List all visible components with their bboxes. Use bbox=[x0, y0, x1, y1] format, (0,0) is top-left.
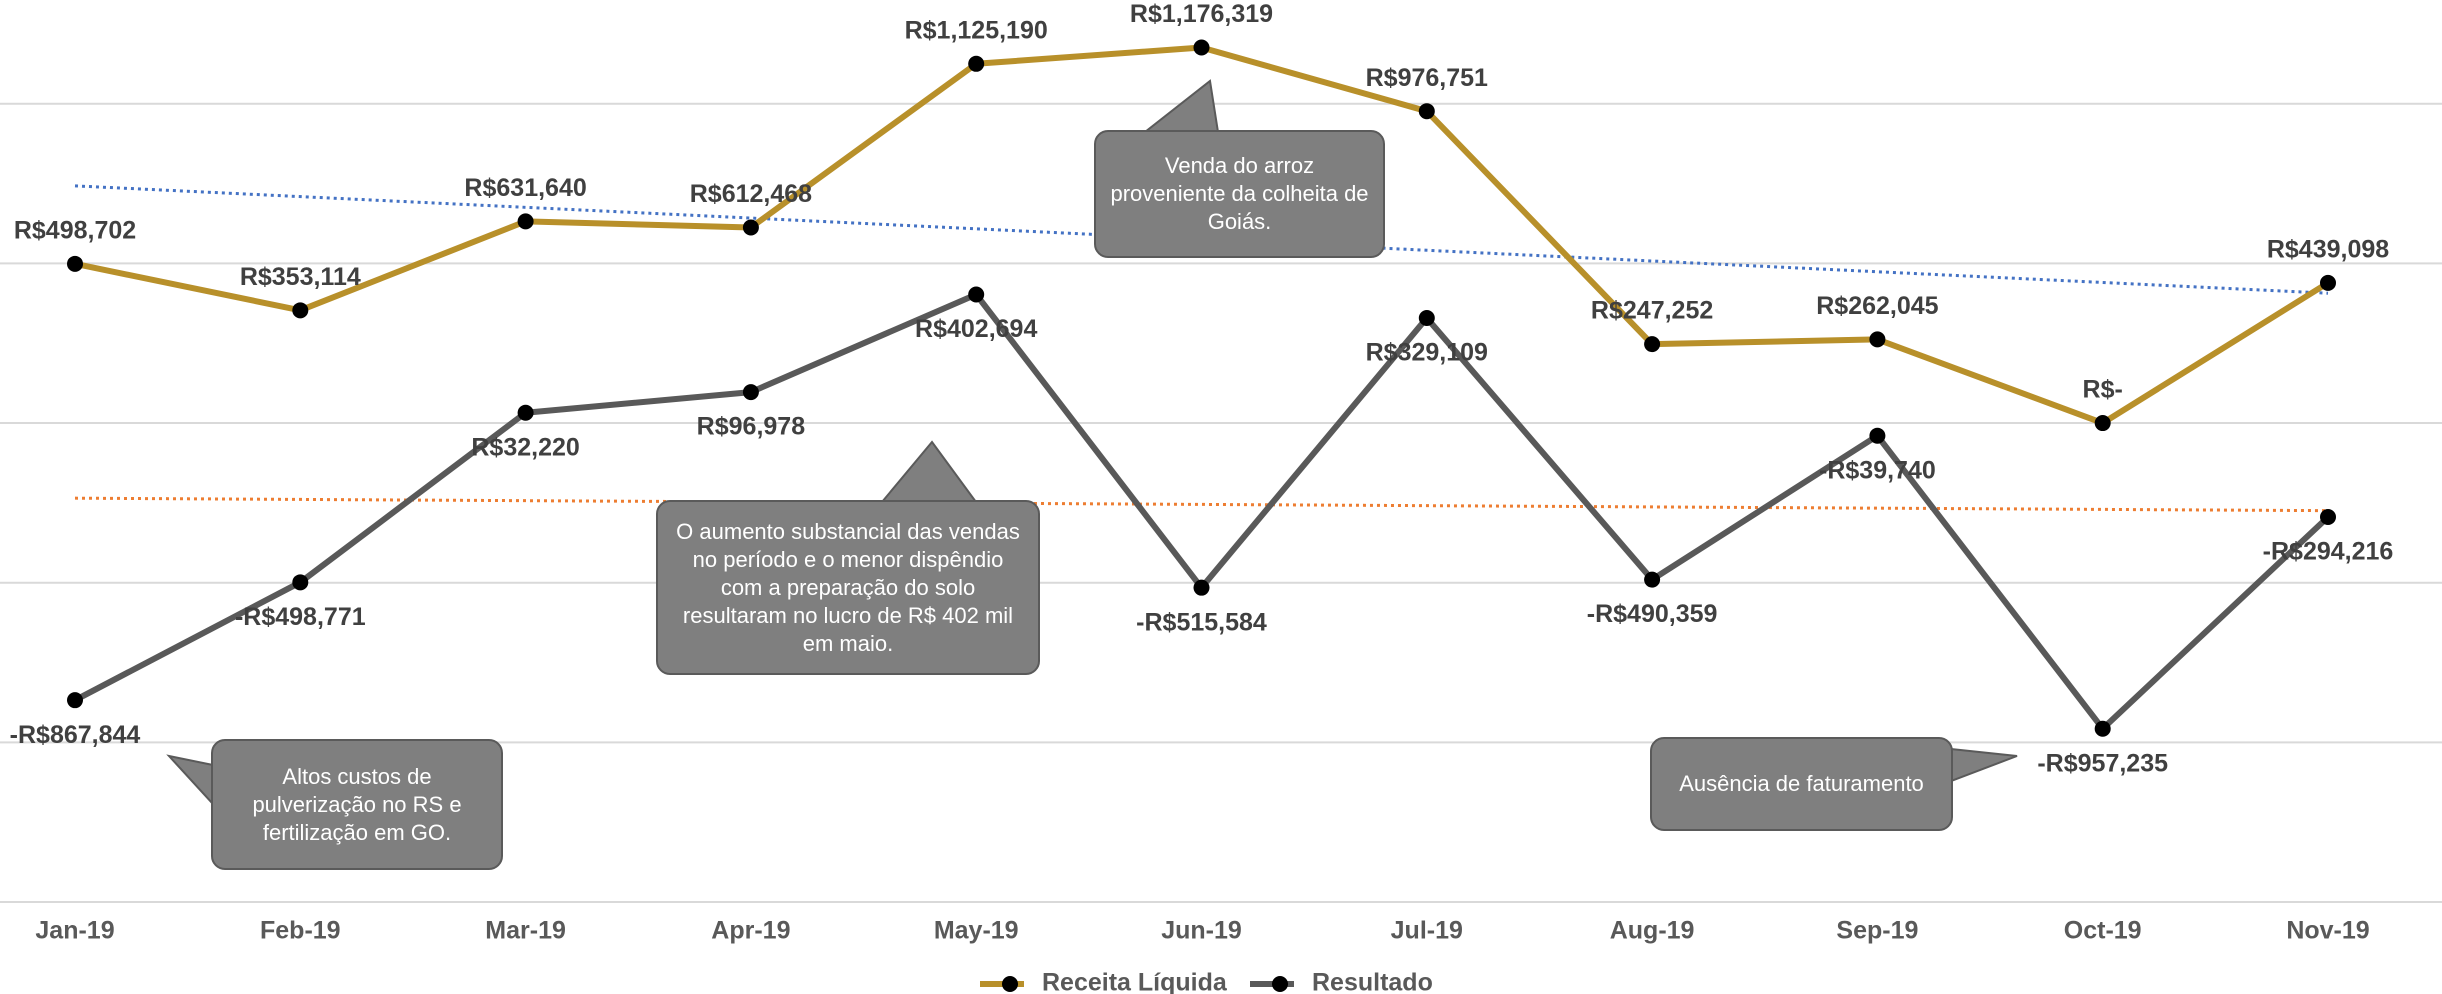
x-tick-label: Nov-19 bbox=[2286, 917, 2369, 945]
legend-marker bbox=[1272, 976, 1288, 992]
marker bbox=[1193, 579, 1210, 596]
data-label: R$439,098 bbox=[2267, 235, 2389, 263]
data-label: R$976,751 bbox=[1366, 64, 1488, 92]
marker bbox=[2320, 274, 2336, 291]
marker bbox=[1418, 309, 1435, 326]
data-label: -R$867,844 bbox=[10, 721, 141, 749]
callout: Altos custos de pulverização no RS e fer… bbox=[211, 739, 503, 870]
marker bbox=[2320, 509, 2336, 526]
data-label: R$1,176,319 bbox=[1130, 0, 1273, 28]
data-label: R$612,468 bbox=[690, 180, 812, 208]
data-label: R$247,252 bbox=[1591, 297, 1713, 325]
callout: O aumento substancial das vendas no perí… bbox=[656, 500, 1040, 675]
marker bbox=[517, 213, 534, 230]
marker bbox=[742, 384, 759, 401]
x-tick-label: Apr-19 bbox=[711, 917, 790, 945]
data-label: R$- bbox=[2083, 376, 2123, 404]
callout: Venda do arroz proveniente da colheita d… bbox=[1094, 130, 1385, 258]
callout-pointer bbox=[879, 440, 978, 503]
x-tick-label: Oct-19 bbox=[2064, 917, 2142, 945]
data-label: R$96,978 bbox=[697, 413, 806, 441]
data-label: -R$490,359 bbox=[1587, 600, 1718, 628]
x-tick-label: Feb-19 bbox=[260, 917, 341, 945]
marker bbox=[292, 574, 309, 591]
trendline bbox=[74, 496, 2329, 513]
line bbox=[73, 291, 2331, 732]
data-label: -R$39,740 bbox=[1819, 456, 1936, 484]
legend-label: Receita Líquida bbox=[1042, 969, 1228, 994]
data-label: R$631,640 bbox=[464, 174, 586, 202]
marker bbox=[2094, 720, 2111, 737]
data-label: R$402,694 bbox=[915, 315, 1037, 343]
callout: Ausência de faturamento bbox=[1650, 737, 1953, 831]
marker bbox=[1644, 336, 1661, 353]
x-tick-label: May-19 bbox=[934, 917, 1019, 945]
marker bbox=[1869, 427, 1886, 444]
data-label: -R$498,771 bbox=[235, 603, 366, 631]
callout-pointer bbox=[1142, 79, 1220, 133]
data-label: R$353,114 bbox=[240, 263, 361, 291]
x-tick-label: Jan-19 bbox=[35, 917, 114, 945]
marker bbox=[1193, 39, 1210, 56]
marker bbox=[968, 286, 985, 303]
data-label: -R$294,216 bbox=[2263, 538, 2394, 566]
data-label: R$32,220 bbox=[471, 433, 579, 461]
data-label: R$1,125,190 bbox=[905, 16, 1048, 44]
data-label: R$262,045 bbox=[1816, 292, 1938, 320]
data-label: R$329,109 bbox=[1366, 339, 1488, 367]
marker bbox=[517, 404, 534, 421]
marker bbox=[1869, 331, 1886, 348]
marker bbox=[968, 55, 985, 72]
legend-marker bbox=[1002, 976, 1018, 992]
x-tick-label: Jul-19 bbox=[1391, 917, 1463, 945]
marker bbox=[292, 302, 309, 319]
legend-label: Resultado bbox=[1312, 969, 1433, 994]
x-tick-label: Jun-19 bbox=[1161, 917, 1242, 945]
marker bbox=[67, 255, 83, 272]
data-label: -R$515,584 bbox=[1136, 608, 1267, 636]
marker bbox=[1418, 103, 1435, 120]
data-label: -R$957,235 bbox=[2037, 749, 2168, 777]
x-tick-label: Sep-19 bbox=[1836, 917, 1918, 945]
x-tick-label: Aug-19 bbox=[1610, 917, 1695, 945]
callout-pointer bbox=[1950, 747, 2018, 783]
marker bbox=[2094, 415, 2111, 432]
callout-pointer bbox=[166, 754, 214, 807]
data-label: R$498,702 bbox=[14, 216, 136, 244]
marker bbox=[1644, 571, 1661, 588]
marker bbox=[67, 692, 83, 709]
marker bbox=[742, 219, 759, 236]
x-tick-label: Mar-19 bbox=[485, 917, 566, 945]
